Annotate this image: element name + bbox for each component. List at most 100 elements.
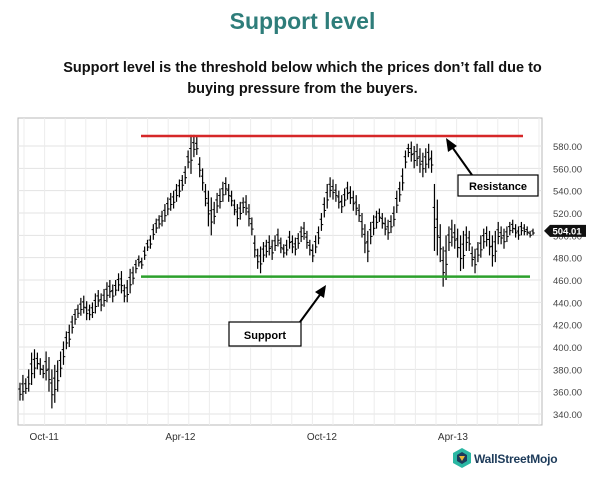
ohlc-bar bbox=[325, 183, 330, 209]
ohlc-bar bbox=[368, 221, 373, 245]
ohlc-bar bbox=[55, 360, 60, 392]
ohlc-bar bbox=[499, 226, 503, 245]
ohlc-bar bbox=[406, 143, 411, 158]
ohlc-bar bbox=[44, 351, 48, 381]
ohlc-bar bbox=[235, 204, 240, 227]
ohlc-bar bbox=[470, 246, 474, 267]
ohlc-bar bbox=[226, 183, 231, 202]
ohlc-bar bbox=[363, 224, 367, 254]
ohlc-bar bbox=[481, 228, 486, 249]
ohlc-bar bbox=[110, 284, 115, 303]
ohlc-bar bbox=[154, 218, 159, 234]
ohlc-bar bbox=[279, 237, 283, 254]
ohlc-bar bbox=[229, 190, 234, 207]
ohlc-bar bbox=[432, 183, 437, 251]
ohlc-bar bbox=[273, 235, 277, 251]
ohlc-bar bbox=[209, 197, 214, 236]
resistance-arrow bbox=[449, 143, 473, 176]
ohlc-bar bbox=[429, 150, 434, 173]
ohlc-bar bbox=[476, 242, 480, 263]
ohlc-bar bbox=[134, 259, 138, 274]
ohlc-bar bbox=[255, 248, 260, 269]
ohlc-bar bbox=[418, 148, 422, 173]
price-bars bbox=[18, 134, 535, 409]
page-title: Support level bbox=[229, 8, 376, 34]
ohlc-bar bbox=[374, 210, 379, 229]
ohlc-bar bbox=[108, 280, 112, 298]
ohlc-bar bbox=[394, 190, 399, 213]
x-tick-label: Oct-12 bbox=[307, 432, 337, 443]
ohlc-bar bbox=[241, 197, 245, 213]
y-tick-label: 460.00 bbox=[553, 276, 582, 287]
ohlc-bar bbox=[79, 297, 83, 316]
ohlc-bar bbox=[84, 301, 89, 321]
ohlc-bar bbox=[113, 280, 118, 296]
ohlc-bar bbox=[508, 221, 512, 236]
ohlc-bar bbox=[102, 288, 106, 307]
wallstreetmojo-logo-icon bbox=[453, 448, 471, 468]
last-price-label: 504.01 bbox=[552, 226, 582, 237]
ohlc-bar bbox=[180, 175, 185, 191]
ohlc-bar bbox=[403, 150, 408, 169]
ohlc-bar bbox=[296, 233, 301, 249]
subtitle-line-1: Support level is the threshold below whi… bbox=[63, 60, 542, 76]
ohlc-bar bbox=[392, 206, 396, 227]
ohlc-bar bbox=[252, 235, 257, 258]
ohlc-bar bbox=[342, 188, 347, 207]
ohlc-bar bbox=[171, 190, 176, 209]
ohlc-bar bbox=[400, 168, 405, 191]
ohlc-bar bbox=[270, 239, 274, 260]
ohlc-bar bbox=[174, 183, 179, 202]
ohlc-bar bbox=[192, 134, 196, 158]
ohlc-bar bbox=[519, 221, 524, 236]
resistance-arrowhead bbox=[446, 138, 457, 152]
ohlc-bar bbox=[421, 152, 425, 178]
ohlc-bar bbox=[319, 213, 324, 231]
x-tick-label: Apr-13 bbox=[438, 432, 468, 443]
ohlc-bar bbox=[522, 224, 527, 236]
x-tick-label: Oct-11 bbox=[30, 432, 60, 443]
support-arrow bbox=[299, 291, 323, 323]
ohlc-bar bbox=[423, 148, 428, 173]
ohlc-bar bbox=[397, 181, 402, 202]
ohlc-bar bbox=[389, 215, 393, 234]
ohlc-bar bbox=[493, 230, 498, 263]
ohlc-bar bbox=[137, 255, 141, 267]
ohlc-bar bbox=[87, 304, 92, 321]
ohlc-bar bbox=[197, 157, 202, 178]
y-tick-label: 360.00 bbox=[553, 388, 582, 399]
ohlc-bar bbox=[525, 226, 530, 236]
subtitle-line-2: buying pressure from the buyers. bbox=[187, 81, 418, 97]
resistance-label: Resistance bbox=[469, 181, 527, 193]
ohlc-bar bbox=[377, 208, 382, 222]
ohlc-bar bbox=[258, 246, 263, 274]
ohlc-bar bbox=[284, 239, 289, 256]
ohlc-bar bbox=[157, 215, 161, 229]
ohlc-bar bbox=[81, 295, 86, 314]
ohlc-bar bbox=[339, 195, 344, 213]
ohlc-bar bbox=[287, 230, 292, 249]
ohlc-bar bbox=[122, 284, 127, 303]
y-tick-label: 340.00 bbox=[553, 410, 582, 421]
ohlc-bar bbox=[119, 271, 124, 294]
ohlc-bar bbox=[35, 352, 40, 370]
support-label: Support bbox=[244, 330, 286, 342]
ohlc-bar bbox=[223, 177, 228, 196]
ohlc-bar bbox=[232, 199, 237, 216]
ohlc-bar bbox=[302, 221, 306, 240]
ohlc-bar bbox=[516, 226, 521, 240]
ohlc-bar bbox=[64, 331, 69, 350]
ohlc-bar bbox=[76, 304, 80, 318]
ohlc-bar bbox=[47, 357, 51, 392]
ohlc-bar bbox=[105, 282, 109, 303]
ohlc-bar bbox=[435, 199, 440, 256]
ohlc-bar bbox=[99, 293, 103, 312]
ohlc-bar bbox=[351, 190, 356, 211]
y-tick-label: 400.00 bbox=[553, 343, 582, 354]
ohlc-bar bbox=[371, 215, 376, 236]
ohlc-bar bbox=[148, 235, 153, 249]
ohlc-bar bbox=[70, 315, 74, 334]
resistance-annotation: Resistance bbox=[446, 138, 539, 197]
plot-frame bbox=[17, 117, 543, 426]
